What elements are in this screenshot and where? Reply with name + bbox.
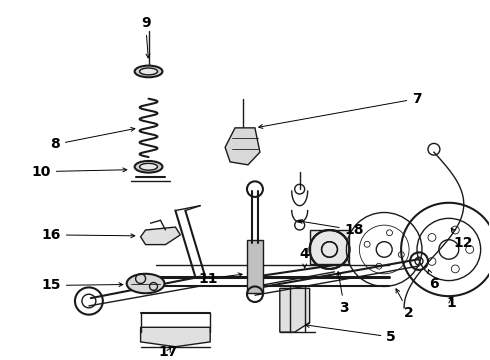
Text: 3: 3 — [337, 272, 349, 315]
Text: 4: 4 — [300, 247, 310, 268]
Text: 14: 14 — [0, 359, 1, 360]
Polygon shape — [310, 230, 349, 264]
Text: 9: 9 — [141, 16, 150, 58]
Ellipse shape — [127, 274, 165, 293]
Text: 6: 6 — [428, 270, 439, 291]
Text: 7: 7 — [259, 92, 422, 129]
Polygon shape — [280, 288, 310, 332]
Text: 13: 13 — [0, 359, 1, 360]
Ellipse shape — [140, 68, 157, 75]
Polygon shape — [141, 327, 210, 347]
Text: 1: 1 — [446, 296, 456, 310]
Text: 17: 17 — [159, 345, 178, 359]
Text: 18: 18 — [298, 220, 364, 237]
Text: 2: 2 — [396, 289, 414, 320]
Ellipse shape — [140, 163, 157, 170]
Ellipse shape — [135, 161, 163, 172]
Polygon shape — [247, 240, 263, 293]
Text: 10: 10 — [31, 165, 127, 179]
Polygon shape — [225, 128, 260, 165]
Ellipse shape — [135, 66, 163, 77]
Text: 16: 16 — [42, 228, 135, 242]
Polygon shape — [141, 227, 180, 244]
Text: 8: 8 — [50, 127, 135, 152]
Text: 12: 12 — [451, 228, 472, 249]
Text: 15: 15 — [41, 278, 123, 292]
Text: 5: 5 — [305, 324, 396, 344]
Text: 11: 11 — [198, 272, 242, 285]
